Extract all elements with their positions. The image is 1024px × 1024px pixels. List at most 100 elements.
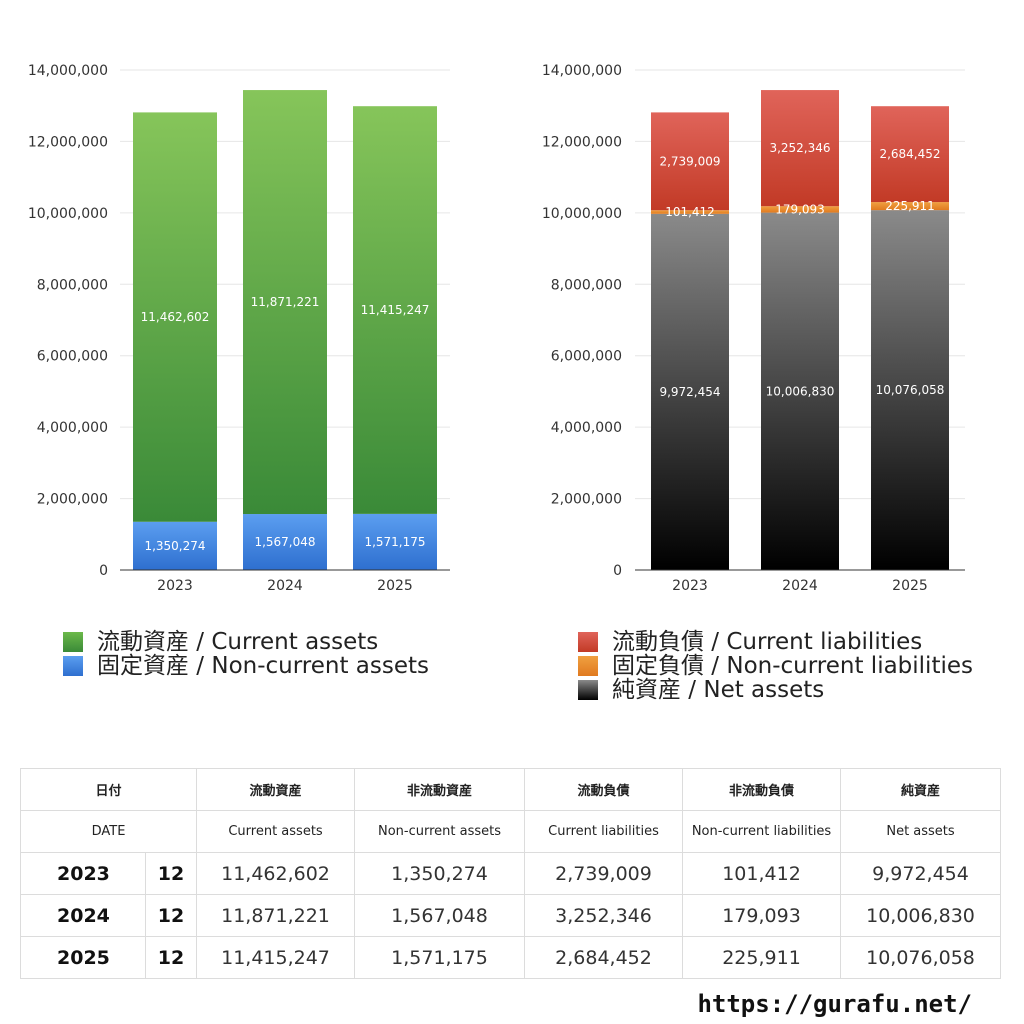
cell-year: 2025 [20, 936, 146, 979]
data-label: 10,076,058 [876, 383, 945, 397]
y-tick-label: 14,000,000 [28, 63, 108, 79]
y-tick-label: 0 [99, 563, 108, 579]
watermark-url: https://gurafu.net/ [697, 990, 972, 1018]
bar-segment [353, 106, 437, 514]
cell-net-assets: 10,076,058 [840, 936, 1002, 979]
cell-current-liabilities: 2,739,009 [524, 852, 684, 895]
header-date-en: DATE [19, 810, 198, 853]
data-label: 11,871,221 [251, 295, 320, 309]
cell-current-liabilities: 2,684,452 [524, 936, 684, 979]
table-row: 2025 12 11,415,247 1,571,175 2,684,452 2… [20, 936, 1002, 979]
data-label: 11,415,247 [361, 303, 430, 317]
legend-left: 流動資産 / Current assets 固定資産 / Non-current… [63, 630, 429, 678]
bar-segment [761, 212, 839, 570]
header-net-assets-jp: 純資産 [840, 768, 1002, 811]
legend-item-current-assets: 流動資産 / Current assets [63, 630, 429, 654]
data-label: 3,252,346 [769, 141, 830, 155]
data-label: 2,684,452 [879, 147, 940, 161]
data-label: 1,567,048 [254, 535, 315, 549]
bar-segment [761, 90, 839, 207]
data-label: 2,739,009 [659, 154, 720, 168]
y-tick-label: 4,000,000 [37, 420, 108, 436]
y-tick-label: 8,000,000 [37, 277, 108, 293]
y-tick-label: 2,000,000 [551, 492, 622, 508]
bar-segment [651, 213, 729, 570]
legend-right: 流動負債 / Current liabilities 固定負債 / Non-cu… [578, 630, 973, 702]
cell-year: 2024 [20, 894, 146, 937]
data-label: 101,412 [665, 205, 715, 219]
data-label: 9,972,454 [659, 385, 720, 399]
bar-segment [243, 514, 327, 570]
header-current-liabilities-jp: 流動負債 [524, 768, 684, 811]
legend-item-noncurrent-assets: 固定資産 / Non-current assets [63, 654, 429, 678]
y-tick-label: 10,000,000 [28, 206, 108, 222]
data-label: 225,911 [885, 199, 935, 213]
header-net-assets-en: Net assets [840, 810, 1002, 853]
header-current-assets-en: Current assets [196, 810, 356, 853]
legend-swatch-noncurrent-liabilities [578, 656, 598, 676]
y-tick-label: 8,000,000 [551, 277, 622, 293]
x-tick-label: 2023 [157, 578, 193, 594]
cell-noncurrent-assets: 1,350,274 [354, 852, 526, 895]
charts-canvas: 0 2,000,000 4,000,000 6,000,000 8,000,000 10,… [28, 63, 965, 594]
table-header-en: DATE Current assets Non-current assets C… [19, 810, 1002, 853]
x-tick-label: 2024 [782, 578, 818, 594]
data-label: 1,571,175 [364, 535, 425, 549]
legend-swatch-net-assets [578, 680, 598, 700]
legend-item-net-assets: 純資産 / Net assets [578, 678, 973, 702]
cell-noncurrent-liabilities: 225,911 [682, 936, 842, 979]
cell-noncurrent-liabilities: 179,093 [682, 894, 842, 937]
bar-segment [651, 112, 729, 211]
legend-item-noncurrent-liabilities: 固定負債 / Non-current liabilities [578, 654, 973, 678]
y-tick-label: 10,000,000 [542, 206, 622, 222]
cell-current-liabilities: 3,252,346 [524, 894, 684, 937]
x-tick-label: 2024 [267, 578, 303, 594]
x-tick-label: 2025 [892, 578, 928, 594]
x-tick-label: 2023 [672, 578, 708, 594]
header-noncurrent-liabilities-jp: 非流動負債 [682, 768, 842, 811]
legend-item-current-liabilities: 流動負債 / Current liabilities [578, 630, 973, 654]
data-label: 1,350,274 [144, 539, 205, 553]
table-row: 2023 12 11,462,602 1,350,274 2,739,009 1… [20, 852, 1002, 895]
y-tick-label: 12,000,000 [28, 134, 108, 150]
cell-current-assets: 11,462,602 [196, 852, 356, 895]
data-table: 日付 流動資産 非流動資産 流動負債 非流動負債 純資産 DATE Curren… [19, 768, 1002, 979]
header-current-assets-jp: 流動資産 [196, 768, 356, 811]
bar-segment [871, 106, 949, 203]
bar-segment [761, 206, 839, 213]
header-noncurrent-assets-jp: 非流動資産 [354, 768, 526, 811]
data-label: 11,462,602 [141, 310, 210, 324]
legend-swatch-noncurrent-assets [63, 656, 83, 676]
cell-year: 2023 [20, 852, 146, 895]
legend-label-current-liabilities: 流動負債 / Current liabilities [612, 629, 923, 655]
legend-label-noncurrent-liabilities: 固定負債 / Non-current liabilities [612, 653, 973, 679]
legend-label-net-assets: 純資産 / Net assets [612, 677, 825, 703]
y-tick-label: 0 [613, 563, 622, 579]
y-tick-label: 14,000,000 [542, 63, 622, 79]
legend-swatch-current-assets [63, 632, 83, 652]
header-date-jp: 日付 [19, 768, 198, 811]
cell-current-assets: 11,871,221 [196, 894, 356, 937]
y-tick-label: 12,000,000 [542, 134, 622, 150]
bar-segment [243, 90, 327, 515]
bar-segment [871, 202, 949, 211]
table-header-jp: 日付 流動資産 非流動資産 流動負債 非流動負債 純資産 [19, 768, 1002, 811]
cell-net-assets: 10,006,830 [840, 894, 1002, 937]
cell-net-assets: 9,972,454 [840, 852, 1002, 895]
table-row: 2024 12 11,871,221 1,567,048 3,252,346 1… [20, 894, 1002, 937]
cell-month: 12 [144, 936, 198, 979]
data-label: 10,006,830 [766, 384, 835, 398]
header-current-liabilities-en: Current liabilities [524, 810, 684, 853]
header-noncurrent-assets-en: Non-current assets [354, 810, 526, 853]
legend-label-noncurrent-assets: 固定資産 / Non-current assets [97, 653, 430, 679]
bar-segment [133, 521, 217, 570]
y-tick-label: 6,000,000 [37, 349, 108, 365]
data-table-container: 日付 流動資産 非流動資産 流動負債 非流動負債 純資産 DATE Curren… [19, 768, 1002, 979]
legend-label-current-assets: 流動資産 / Current assets [97, 629, 379, 655]
x-tick-label: 2025 [377, 578, 413, 594]
header-noncurrent-liabilities-en: Non-current liabilities [682, 810, 842, 853]
cell-month: 12 [144, 894, 198, 937]
data-label: 179,093 [775, 202, 825, 216]
y-tick-label: 2,000,000 [37, 492, 108, 508]
cell-noncurrent-liabilities: 101,412 [682, 852, 842, 895]
